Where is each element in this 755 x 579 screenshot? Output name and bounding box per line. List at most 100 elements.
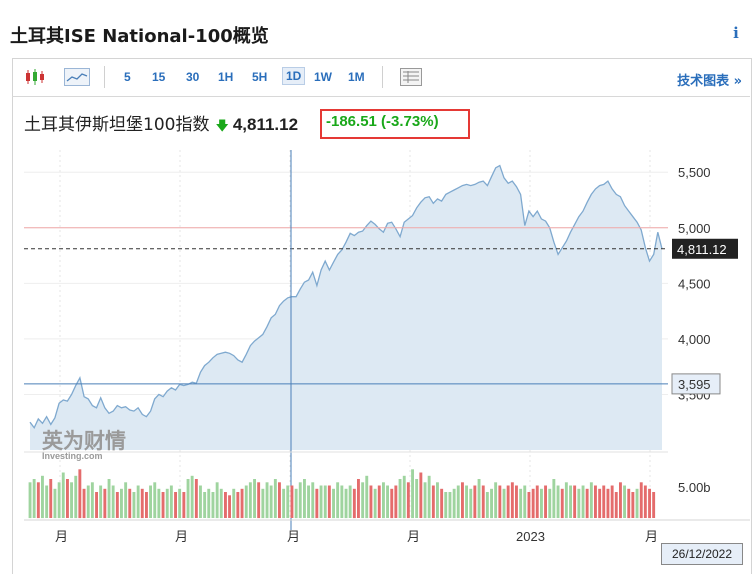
volume-bar (519, 488, 523, 519)
volume-bar (431, 485, 435, 518)
volume-bar (623, 485, 626, 518)
volume-axis-label: 5.00b (678, 480, 711, 495)
volume-bar (53, 488, 57, 519)
volume-bar (569, 485, 572, 518)
volume-bar (286, 485, 290, 518)
info-icon[interactable]: i (733, 24, 739, 42)
volume-bar (382, 482, 385, 519)
timeframe-1d[interactable]: 1D (282, 67, 306, 85)
volume-bar (41, 475, 44, 519)
timeframe-1w[interactable]: 1W (314, 70, 332, 84)
volume-bar (340, 485, 344, 518)
volume-bar (32, 479, 36, 518)
volume-bar (515, 485, 518, 518)
last-value-label: 4,811.12 (677, 242, 727, 257)
timeframe-1m[interactable]: 1M (348, 70, 365, 84)
volume-bar (182, 492, 186, 518)
volume-bar (99, 485, 103, 518)
last-value-box (672, 238, 738, 259)
volume-bar (365, 475, 369, 519)
volume-bar (103, 488, 107, 519)
tech-chart-link[interactable]: 技术图表 » (677, 74, 742, 89)
volume-bar (153, 482, 157, 519)
volume-bar (556, 485, 560, 518)
volume-bar (531, 488, 535, 519)
volume-bar (111, 485, 115, 518)
volume-bar (373, 488, 377, 519)
volume-bar (506, 485, 510, 518)
volume-bar (643, 485, 647, 518)
volume-bar (149, 485, 152, 518)
volume-bar (369, 485, 373, 518)
volume-bar (120, 488, 123, 519)
volume-bar (344, 488, 348, 519)
chart-panel (12, 58, 752, 574)
volume-bar (523, 485, 527, 518)
timeframe-5[interactable]: 5 (124, 70, 131, 84)
toolbar-separator (104, 66, 105, 88)
table-icon[interactable] (400, 68, 422, 86)
volume-bar (128, 488, 132, 519)
volume-bar (332, 488, 335, 519)
volume-bar (440, 488, 444, 519)
volume-bar (132, 492, 136, 518)
volume-bar (469, 488, 473, 519)
volume-bar (136, 485, 140, 518)
volume-bar (70, 482, 73, 519)
x-tick-label: 月 (645, 529, 658, 544)
volume-bar (49, 479, 53, 518)
volume-bar (406, 482, 410, 519)
volume-bar (610, 485, 614, 518)
volume-bar (452, 488, 456, 519)
last-price: 4,811.12 (232, 115, 299, 134)
volume-bar (377, 485, 381, 518)
timeframe-30[interactable]: 30 (186, 70, 200, 84)
area-chart-icon[interactable] (64, 68, 90, 86)
volume-bar (577, 488, 581, 519)
volume-bar (36, 482, 40, 519)
candlestick-icon[interactable] (24, 68, 46, 86)
volume-bar (278, 482, 281, 519)
chart-toolbar: 5 15 30 1H 5H 1D 1W 1M 技术图表 » (12, 58, 750, 97)
x-tick-label: 月 (55, 529, 68, 544)
change-percent: (-3.73%) (381, 113, 439, 130)
volume-bar (323, 485, 327, 518)
timeframe-1h[interactable]: 1H (218, 70, 234, 84)
volume-bar (290, 485, 294, 518)
y-tick-label: 4,500 (678, 276, 711, 291)
volume-bar (178, 488, 182, 519)
volume-bar (564, 482, 568, 519)
y-tick-label: 5,500 (678, 165, 711, 180)
volume-bar (606, 488, 610, 519)
volume-bar (232, 488, 236, 519)
volume-bar (161, 492, 165, 518)
cursor-value-box (671, 373, 721, 395)
quote-line: 土耳其伊斯坦堡100指数 🡇 4,811.12 (24, 110, 298, 139)
volume-bar (257, 482, 261, 519)
volume-bar (219, 488, 223, 519)
volume-bar (419, 472, 423, 518)
volume-bar (386, 485, 389, 518)
volume-bar (394, 485, 398, 518)
volume-bar (95, 492, 98, 518)
price-change: -186.51 (-3.73%) (326, 113, 439, 130)
volume-bar (194, 479, 198, 518)
timeframe-5h[interactable]: 5H (252, 70, 268, 84)
volume-bar (336, 482, 340, 519)
volume-bar (589, 482, 593, 519)
volume-bar (436, 482, 439, 519)
timeframe-15[interactable]: 15 (152, 70, 166, 84)
volume-bar (485, 492, 489, 518)
volume-bar (236, 492, 240, 518)
volume-bar (627, 488, 631, 519)
price-line (29, 164, 663, 430)
x-tick-label: 月 (407, 529, 420, 544)
volume-bar (253, 479, 256, 518)
volume-bar (548, 488, 552, 519)
volume-bar (402, 475, 406, 519)
volume-bar (107, 479, 111, 518)
volume-bar (481, 485, 485, 518)
volume-bar (298, 482, 302, 519)
volume-bar (269, 485, 273, 518)
